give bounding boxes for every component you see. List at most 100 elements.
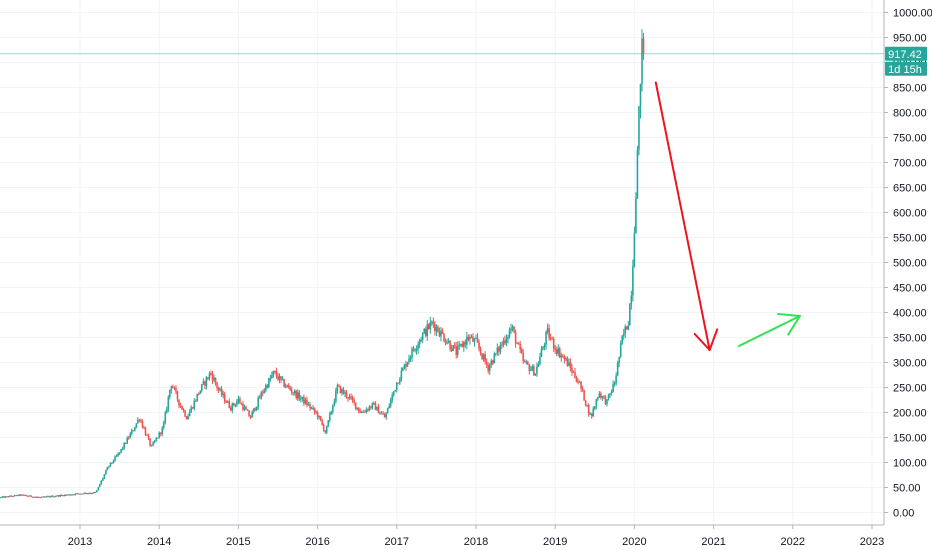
candle-up (379, 413, 381, 415)
candle-up (263, 390, 266, 393)
candle-up (208, 373, 211, 379)
x-tick-label: 2021 (701, 536, 725, 548)
up-arrow[interactable] (737, 312, 801, 347)
candle-up (341, 389, 343, 394)
candle-up (252, 408, 255, 412)
candle-down (364, 411, 366, 413)
candle-down (380, 413, 383, 415)
candle-up (109, 462, 112, 467)
candle-down (359, 411, 362, 413)
candle-down (461, 343, 464, 348)
candle-down (528, 364, 531, 371)
candle-down (319, 416, 322, 421)
candle-down (233, 403, 235, 406)
candle-down (566, 358, 569, 366)
candle-up (150, 445, 153, 447)
candle-down (287, 385, 290, 388)
candle-up (310, 407, 313, 409)
candle-up (99, 484, 101, 487)
candle-up (630, 295, 633, 305)
candle-down (140, 420, 142, 422)
candle-down (275, 371, 278, 377)
candle-down (487, 365, 489, 371)
candle-up (423, 329, 426, 334)
y-tick-label: 750.00 (893, 133, 927, 145)
candle-up (45, 496, 48, 498)
candle-up (71, 494, 74, 496)
candle-down (367, 409, 369, 411)
candle-up (271, 375, 273, 379)
candle-down (347, 397, 349, 399)
down-arrow[interactable] (654, 81, 719, 351)
y-tick-label: 150.00 (893, 433, 927, 445)
candle-up (332, 405, 334, 412)
candle-down (453, 345, 456, 347)
candle-up (452, 345, 454, 351)
candle-up (170, 386, 173, 390)
candle-down (159, 432, 162, 435)
candle-up (493, 353, 496, 364)
last-price-badge: 917.42 1d 15h (885, 46, 927, 76)
candle-down (144, 428, 147, 435)
candle-down (242, 403, 244, 410)
candle-down (290, 389, 293, 393)
candle-up (610, 392, 613, 394)
candle-up (188, 411, 191, 417)
candle-down (555, 349, 558, 354)
candle-down (204, 381, 206, 386)
candle-up (111, 462, 113, 464)
candle-down (357, 407, 360, 412)
candle-up (420, 339, 422, 341)
candle-up (13, 495, 16, 497)
candle-down (12, 496, 14, 498)
y-tick-label: 100.00 (893, 458, 927, 470)
candle-up (333, 401, 336, 406)
y-tick-label: 850.00 (893, 83, 927, 95)
candle-down (342, 389, 345, 394)
candle-down (464, 342, 467, 345)
price-axis[interactable] (884, 0, 932, 525)
candle-down (225, 401, 228, 403)
candle-down (339, 385, 342, 394)
candle-down (292, 392, 295, 394)
candle-down (324, 430, 327, 433)
candle-up (265, 385, 267, 391)
candle-up (371, 402, 374, 408)
candle-down (501, 344, 503, 346)
time-axis[interactable] (0, 525, 884, 550)
candle-down (476, 337, 479, 343)
x-tick-label: 2016 (305, 536, 329, 548)
candle-down (522, 353, 525, 362)
candle-up (606, 399, 608, 405)
candle-down (313, 407, 316, 412)
candle-down (354, 402, 357, 409)
candle-up (597, 397, 599, 400)
candle-down (472, 336, 474, 342)
candle-down (295, 390, 298, 399)
candle-down (427, 324, 430, 330)
candle-down (520, 349, 523, 354)
candle-up (134, 427, 136, 431)
candle-down (181, 405, 183, 410)
candle-down (127, 437, 130, 439)
candle-up (167, 396, 170, 410)
countdown-label-bg (885, 61, 927, 76)
candle-up (362, 411, 365, 413)
candle-up (237, 398, 240, 402)
candle-down (289, 387, 291, 390)
drawing-arrows[interactable] (654, 81, 801, 351)
candle-down (315, 411, 317, 413)
candle-down (526, 361, 529, 365)
candle-up (557, 348, 560, 354)
candle-down (514, 331, 517, 344)
candle-up (231, 403, 234, 411)
candle-up (632, 266, 634, 296)
candle-down (7, 496, 10, 498)
candle-down (316, 412, 319, 418)
candle-up (335, 390, 337, 402)
candle-down (147, 435, 150, 439)
candle-up (530, 369, 532, 371)
candle-down (79, 493, 81, 495)
